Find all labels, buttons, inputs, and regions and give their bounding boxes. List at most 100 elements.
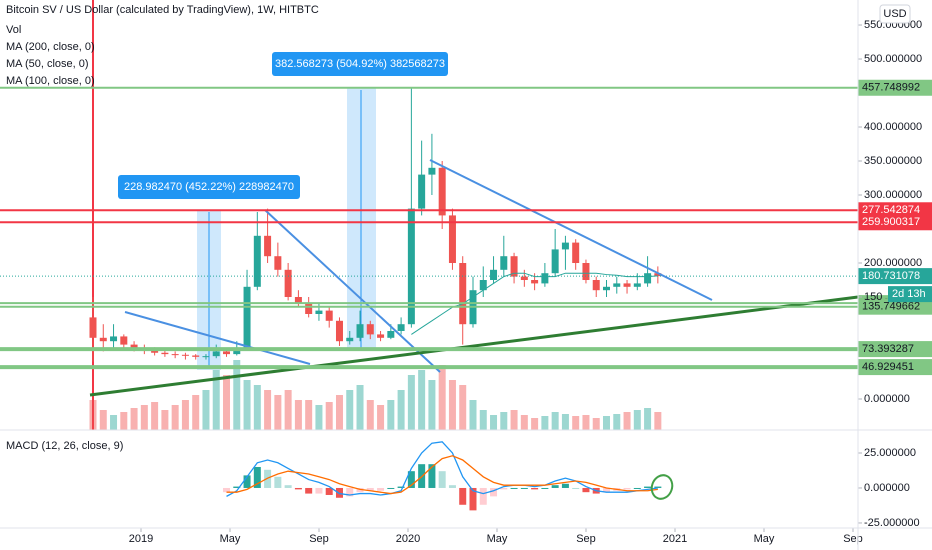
volume-bar [531, 418, 539, 430]
volume-bar [613, 414, 621, 430]
candle-body [181, 354, 189, 356]
volume-bar [644, 408, 652, 430]
last-price-label: 180.731078 [862, 270, 920, 282]
candle-body [510, 256, 518, 277]
candle-body [654, 273, 662, 277]
candle-body [623, 283, 631, 287]
volume-bar [140, 405, 148, 430]
volume-bar [623, 412, 631, 430]
countdown: 2d 13h [892, 288, 926, 300]
y-tick-label: 200.000000 [864, 257, 922, 269]
candle-body [438, 167, 446, 216]
volume-bar [428, 380, 436, 430]
annotation-box [272, 52, 448, 76]
volume-bar [633, 410, 641, 430]
candle-body [582, 263, 590, 281]
legend-item: MA (100, close, 0) [6, 75, 95, 87]
candle-body [613, 283, 621, 287]
volume-bar [561, 414, 569, 430]
volume-bar [233, 360, 241, 430]
volume-bar [407, 375, 415, 430]
candle-body [212, 351, 220, 357]
y-tick-label: 350.000000 [864, 155, 922, 167]
candle-body [397, 324, 405, 331]
drawings-front: 228.982470 (452.22%) 228982470 382.56827… [0, 52, 859, 500]
candle-body [110, 336, 118, 342]
volume-bar [366, 400, 374, 430]
volume-bar [243, 380, 251, 430]
x-tick-label: May [487, 533, 508, 545]
histogram-bar [428, 464, 436, 488]
volume-bar [151, 402, 159, 430]
candle-body [243, 286, 251, 348]
trend-line [264, 209, 441, 373]
histogram-bar [603, 487, 610, 493]
candle-body [161, 352, 169, 355]
currency-button[interactable] [879, 4, 911, 24]
level-label-box [858, 298, 932, 315]
histogram-bar [305, 487, 313, 494]
candle-body [264, 235, 272, 257]
histogram-bar [284, 485, 292, 488]
candle-body [603, 286, 610, 291]
candle-body [253, 235, 261, 287]
volume-bar [490, 415, 498, 430]
volume-bar [377, 405, 385, 430]
candle-body [202, 356, 210, 358]
volume-bar [500, 412, 508, 430]
trend-line [89, 295, 859, 397]
volume-bar [130, 408, 138, 430]
x-tick-label: May [220, 533, 241, 545]
histogram-bar [500, 487, 508, 490]
candle-body [305, 303, 313, 315]
candle-body [120, 336, 128, 345]
volume-bar [397, 390, 405, 430]
level-label-box [858, 341, 932, 358]
histogram-bar [315, 487, 323, 494]
level-label: 457.748992 [862, 82, 920, 94]
histogram-bar [346, 487, 354, 497]
candle-body [192, 355, 200, 357]
candle-body [274, 256, 282, 270]
candle-body [171, 354, 179, 356]
level-label: 135.749662 [862, 301, 920, 313]
marker-ellipse [650, 474, 674, 500]
plot: 457.748992277.542874259.900317140.994681… [0, 19, 932, 545]
level-label: 259.900317 [862, 216, 920, 228]
volume-bar [212, 370, 220, 430]
annotation-box [118, 175, 300, 199]
candle-body [284, 269, 292, 298]
histogram-bar [520, 487, 528, 489]
y-tick-label: 400.000000 [864, 121, 922, 133]
histogram-bar [397, 486, 405, 488]
y-tick-label: -25.000000 [864, 517, 920, 529]
currency[interactable]: USD [883, 8, 906, 20]
volume-bar [479, 410, 487, 430]
chart-title: Bitcoin SV / US Dollar (calculated by Tr… [6, 4, 319, 16]
candle-body [448, 215, 456, 264]
candle-body [592, 280, 600, 291]
candle-body [387, 330, 395, 338]
candle-body [418, 174, 426, 209]
trend-line [429, 159, 713, 301]
volume-bar [448, 380, 456, 430]
histogram-bar [448, 485, 456, 488]
histogram-bar [325, 487, 333, 495]
volume-bar [161, 410, 169, 430]
volume-bar [223, 375, 231, 430]
candle-body [335, 320, 343, 342]
volume-bar [110, 415, 118, 430]
y-tick-label: 25.000000 [864, 447, 916, 459]
volume-bar [274, 395, 282, 430]
histogram-bar [223, 487, 231, 493]
volume-bar [603, 416, 610, 430]
level-label-box [858, 359, 932, 376]
histogram-bar [490, 487, 498, 497]
candle-body [294, 297, 302, 304]
histogram-bar [644, 486, 652, 488]
level-label-box [858, 79, 932, 96]
level-label: 73.393287 [862, 343, 914, 355]
histogram-bar [623, 487, 631, 490]
y-tick-label: 150 [864, 291, 882, 303]
volume-bar [181, 400, 189, 430]
